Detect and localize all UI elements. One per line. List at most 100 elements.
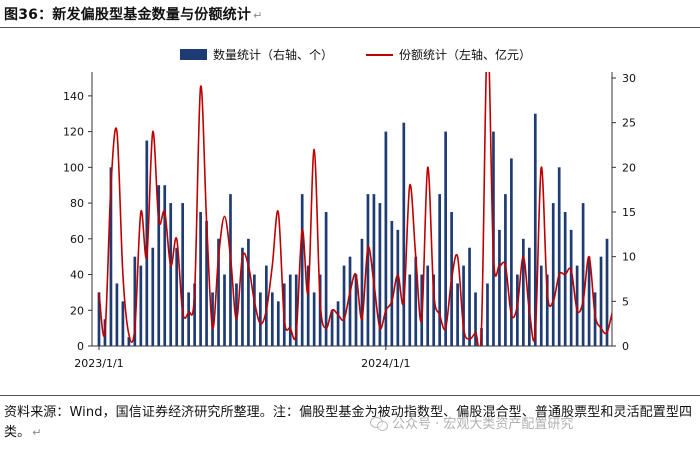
bar — [360, 238, 364, 346]
bar — [259, 292, 262, 346]
left-tick-label: 140 — [63, 90, 84, 103]
left-tick-label: 20 — [70, 304, 84, 317]
source-paragraph-mark: ↵ — [32, 426, 42, 439]
bar — [253, 274, 256, 346]
bar — [444, 131, 447, 346]
bar — [157, 185, 161, 346]
paragraph-mark: ↵ — [253, 9, 263, 22]
right-tick-label: 5 — [622, 295, 629, 308]
bar — [575, 265, 579, 346]
bar — [348, 256, 352, 346]
bar — [235, 283, 238, 346]
x-tick-label: 2024/1/1 — [361, 357, 410, 370]
line-series — [98, 72, 612, 346]
bar — [581, 203, 585, 346]
combo-chart: 数量统计（右轴、个） 份额统计（左轴、亿元） 020406080100120140… — [63, 47, 636, 370]
bar — [366, 194, 370, 346]
wechat-icon — [370, 416, 388, 431]
bar — [378, 203, 382, 346]
bar — [354, 274, 358, 346]
bar — [109, 167, 113, 346]
x-tick-label: 2023/1/1 — [74, 357, 123, 370]
chart-axes: 0 20 40 60 80 100 120 140 0 5 10 15 20 25 30 2023/1/1 20… — [63, 72, 636, 370]
bar — [599, 256, 603, 346]
bar — [324, 212, 328, 346]
figure-title-text: 图36：新发偏股型基金数量与份额统计 — [4, 7, 252, 23]
bar — [115, 283, 119, 346]
bar — [187, 292, 190, 346]
bar — [384, 131, 388, 346]
share-line — [98, 72, 612, 346]
bar — [557, 167, 561, 346]
bar — [151, 247, 155, 346]
bar — [563, 212, 567, 346]
right-tick-label: 15 — [622, 206, 636, 219]
bar — [533, 113, 537, 346]
bar — [181, 203, 185, 346]
bar — [462, 265, 465, 346]
bar — [330, 310, 334, 346]
bar — [342, 265, 346, 346]
source-note-text: 资料来源：Wind，国信证券经济研究所整理。注：偏股型基金为被动指数型、偏股混合… — [4, 405, 693, 440]
bar — [294, 274, 298, 346]
bar — [276, 301, 280, 346]
bar — [372, 194, 376, 346]
left-tick-label: 120 — [63, 126, 84, 139]
bar — [336, 301, 340, 346]
left-tick-label: 40 — [70, 269, 84, 282]
bar — [169, 203, 173, 346]
bar — [605, 238, 609, 346]
bottom-rule — [0, 395, 700, 396]
watermark-text: 公众号 · 宏观大类资产配置研究 — [392, 417, 574, 432]
right-tick-label: 25 — [622, 117, 636, 130]
bar — [587, 256, 591, 346]
bar — [133, 256, 137, 346]
bar — [97, 292, 101, 346]
bar — [300, 194, 304, 346]
bar — [241, 247, 244, 346]
bar — [498, 229, 501, 346]
bar — [229, 194, 232, 346]
right-tick-label: 30 — [622, 72, 636, 85]
bar — [217, 238, 220, 346]
bar — [468, 247, 471, 346]
right-tick-label: 20 — [622, 161, 636, 174]
legend-bar-swatch — [180, 49, 207, 60]
legend-bar-label: 数量统计（右轴、个） — [213, 47, 333, 62]
bar — [288, 274, 292, 346]
bar — [390, 220, 394, 346]
left-tick-label: 60 — [70, 233, 84, 246]
bar — [569, 229, 573, 346]
bar — [521, 238, 525, 346]
bar — [474, 292, 477, 346]
chart-legend: 数量统计（右轴、个） 份额统计（左轴、亿元） — [180, 47, 531, 62]
bar — [527, 247, 531, 346]
bar-series — [97, 113, 609, 346]
bar — [396, 229, 400, 346]
right-tick-label: 10 — [622, 251, 636, 264]
bar — [516, 274, 519, 346]
bar — [408, 274, 412, 346]
bar — [414, 256, 418, 346]
bar — [139, 265, 143, 346]
watermark: 公众号 · 宏观大类资产配置研究 — [370, 413, 573, 432]
title-rule — [0, 27, 700, 28]
bar — [486, 283, 489, 346]
legend-line-label: 份额统计（左轴、亿元） — [399, 47, 531, 62]
bar — [456, 283, 459, 346]
left-tick-label: 0 — [77, 340, 84, 353]
bar — [211, 292, 214, 346]
bar — [426, 265, 430, 346]
bar — [145, 140, 149, 346]
figure-title: 图36：新发偏股型基金数量与份额统计 ↵ — [4, 4, 263, 24]
bar — [205, 220, 208, 346]
bar — [175, 247, 179, 346]
bar — [551, 203, 555, 346]
bar — [402, 122, 406, 346]
source-note: 资料来源：Wind，国信证券经济研究所整理。注：偏股型基金为被动指数型、偏股混合… — [4, 403, 700, 443]
bar — [312, 292, 316, 346]
bar — [270, 292, 274, 346]
bar — [306, 265, 310, 346]
bar — [432, 274, 436, 346]
bar — [247, 238, 250, 346]
